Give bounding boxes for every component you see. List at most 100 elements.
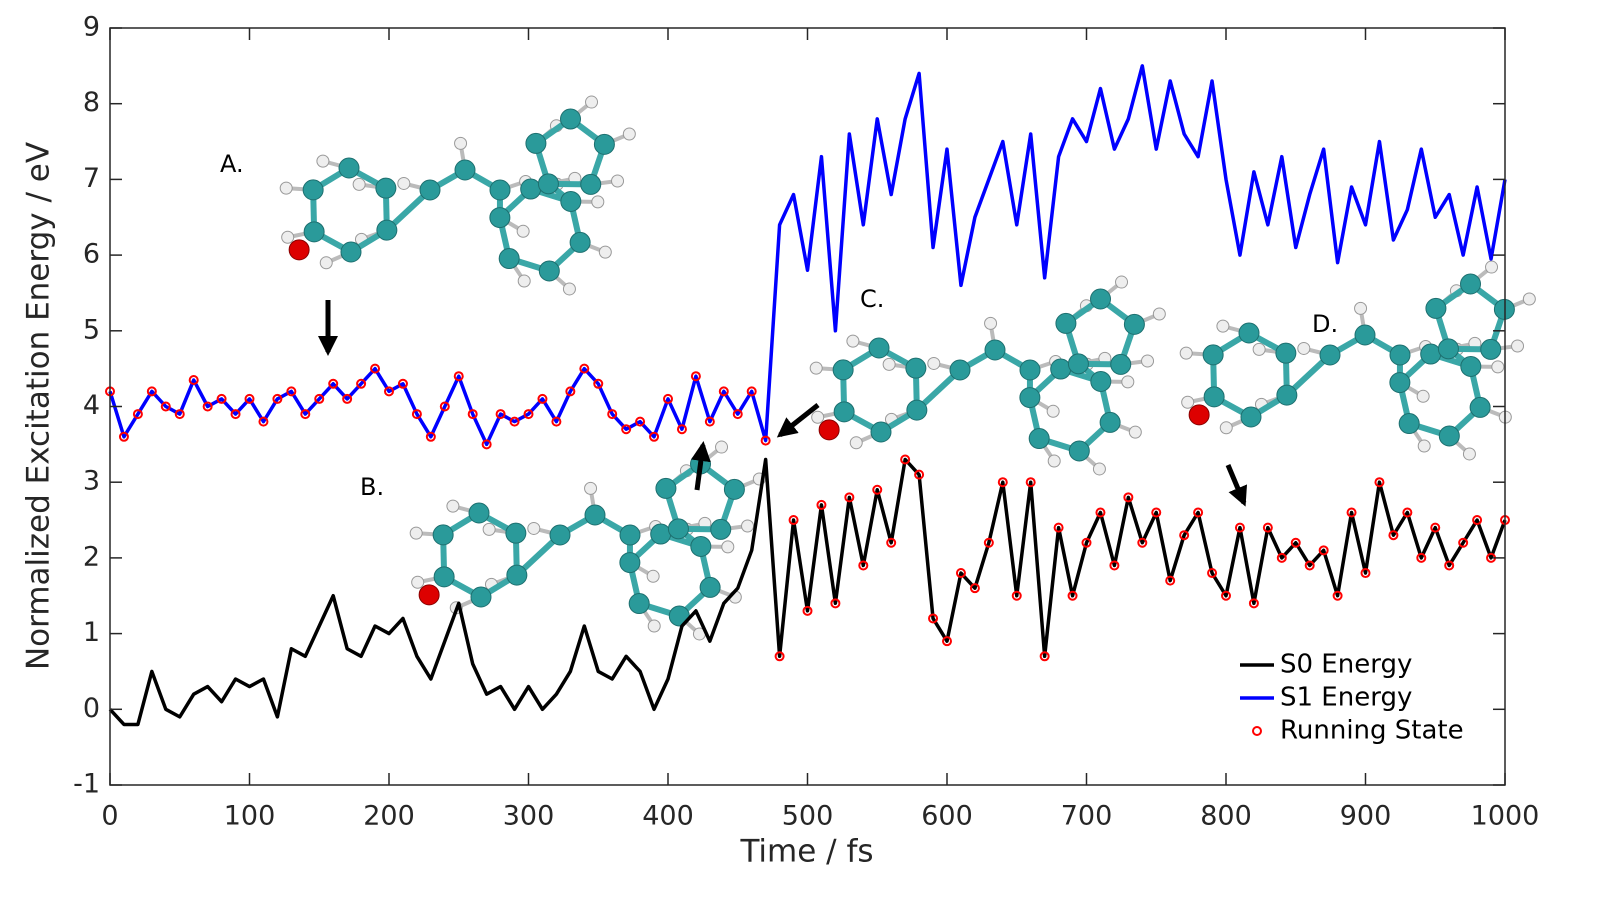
- hydrogen: [927, 356, 941, 370]
- carbon: [489, 179, 511, 201]
- running-state-marker: [551, 416, 562, 427]
- series-line: [108, 64, 1507, 447]
- carbon: [340, 241, 362, 263]
- carbon: [1055, 312, 1077, 334]
- carbon: [984, 339, 1006, 361]
- running-state-marker: [1207, 568, 1218, 579]
- carbon: [593, 133, 615, 155]
- carbon: [1240, 406, 1262, 428]
- running-state-marker: [1416, 552, 1427, 563]
- hydrogen: [1416, 389, 1430, 403]
- hydrogen: [1047, 454, 1061, 468]
- carbon: [376, 219, 398, 241]
- running-state-marker: [1053, 522, 1064, 533]
- running-state-marker: [663, 393, 673, 404]
- running-state-marker: [774, 651, 785, 662]
- carbon: [433, 566, 455, 588]
- legend-label: S1 Energy: [1280, 683, 1412, 713]
- carbon: [655, 477, 677, 499]
- y-tick-label: 5: [83, 314, 100, 345]
- y-tick-label: 7: [83, 163, 100, 194]
- carbon: [538, 260, 560, 282]
- running-state-marker: [314, 393, 325, 404]
- running-state-marker: [174, 409, 185, 420]
- carbon: [710, 518, 732, 540]
- arrow: [690, 441, 711, 491]
- carbon: [619, 552, 641, 574]
- running-state-marker: [453, 371, 464, 382]
- hydrogen: [611, 174, 625, 188]
- running-state-marker: [1332, 590, 1343, 601]
- running-state-marker: [1304, 560, 1315, 571]
- carbon: [723, 478, 745, 500]
- running-state-marker: [342, 393, 353, 404]
- carbon: [520, 178, 542, 200]
- carbon: [868, 337, 890, 359]
- hydrogen: [1179, 346, 1193, 360]
- running-state-marker: [704, 416, 715, 427]
- series-line: [108, 457, 1507, 727]
- running-state-marker: [258, 416, 269, 427]
- x-tick-label: 900: [1340, 801, 1392, 832]
- running-state-marker: [788, 515, 799, 526]
- running-state-marker: [244, 393, 255, 404]
- carbon: [1437, 338, 1459, 360]
- carbon: [1389, 372, 1411, 394]
- carbon: [906, 399, 928, 421]
- hydrogen: [1462, 447, 1476, 461]
- running-state-marker: [983, 537, 994, 548]
- carbon: [375, 177, 397, 199]
- carbon: [506, 564, 528, 586]
- running-state-marker: [579, 363, 590, 374]
- hydrogen: [1219, 421, 1233, 435]
- running-state-marker: [118, 431, 129, 442]
- hydrogen: [715, 440, 729, 454]
- running-state-marker: [1011, 590, 1022, 601]
- legend-label: S0 Energy: [1280, 650, 1412, 680]
- carbon: [1028, 428, 1050, 450]
- carbon: [1238, 322, 1260, 344]
- carbon: [525, 132, 547, 154]
- running-state-marker: [1276, 552, 1287, 563]
- carbon: [338, 157, 360, 179]
- x-tick-label: 400: [642, 801, 694, 832]
- running-state-marker: [844, 492, 855, 503]
- x-tick-label: 200: [363, 801, 415, 832]
- carbon: [470, 586, 492, 608]
- running-state-marker: [481, 439, 492, 450]
- hydrogen: [411, 575, 425, 589]
- running-state-marker: [997, 477, 1008, 488]
- carbon: [432, 524, 454, 546]
- carbon: [667, 518, 689, 540]
- running-state-marker: [746, 386, 757, 397]
- carbon: [1202, 344, 1224, 366]
- hydrogen: [319, 256, 333, 270]
- running-state-marker: [1165, 575, 1176, 586]
- running-state-marker: [160, 401, 171, 412]
- running-state-marker: [621, 424, 632, 435]
- running-state-marker: [397, 378, 408, 389]
- carbon: [560, 190, 582, 212]
- running-state-marker: [1402, 507, 1413, 518]
- x-tick-label: 1000: [1471, 801, 1540, 832]
- hydrogen: [279, 181, 293, 195]
- hydrogen: [562, 282, 576, 296]
- hydrogen: [1152, 307, 1166, 321]
- hydrogen: [1128, 425, 1142, 439]
- running-state-marker: [886, 537, 897, 548]
- oxygen: [1188, 404, 1210, 426]
- hydrogen: [454, 136, 468, 150]
- running-state-marker: [1346, 507, 1357, 518]
- carbon: [1067, 353, 1089, 375]
- running-state-marker: [830, 598, 841, 609]
- running-state-marker: [635, 416, 646, 427]
- running-state-marker: [1430, 522, 1441, 533]
- running-state-marker: [1137, 537, 1148, 548]
- carbon: [1123, 313, 1145, 335]
- running-state-marker: [872, 484, 883, 495]
- running-state-marker: [272, 393, 283, 404]
- hydrogen: [646, 569, 660, 583]
- running-state-marker: [1360, 568, 1371, 579]
- carbon: [454, 159, 476, 181]
- hydrogen: [1092, 462, 1106, 476]
